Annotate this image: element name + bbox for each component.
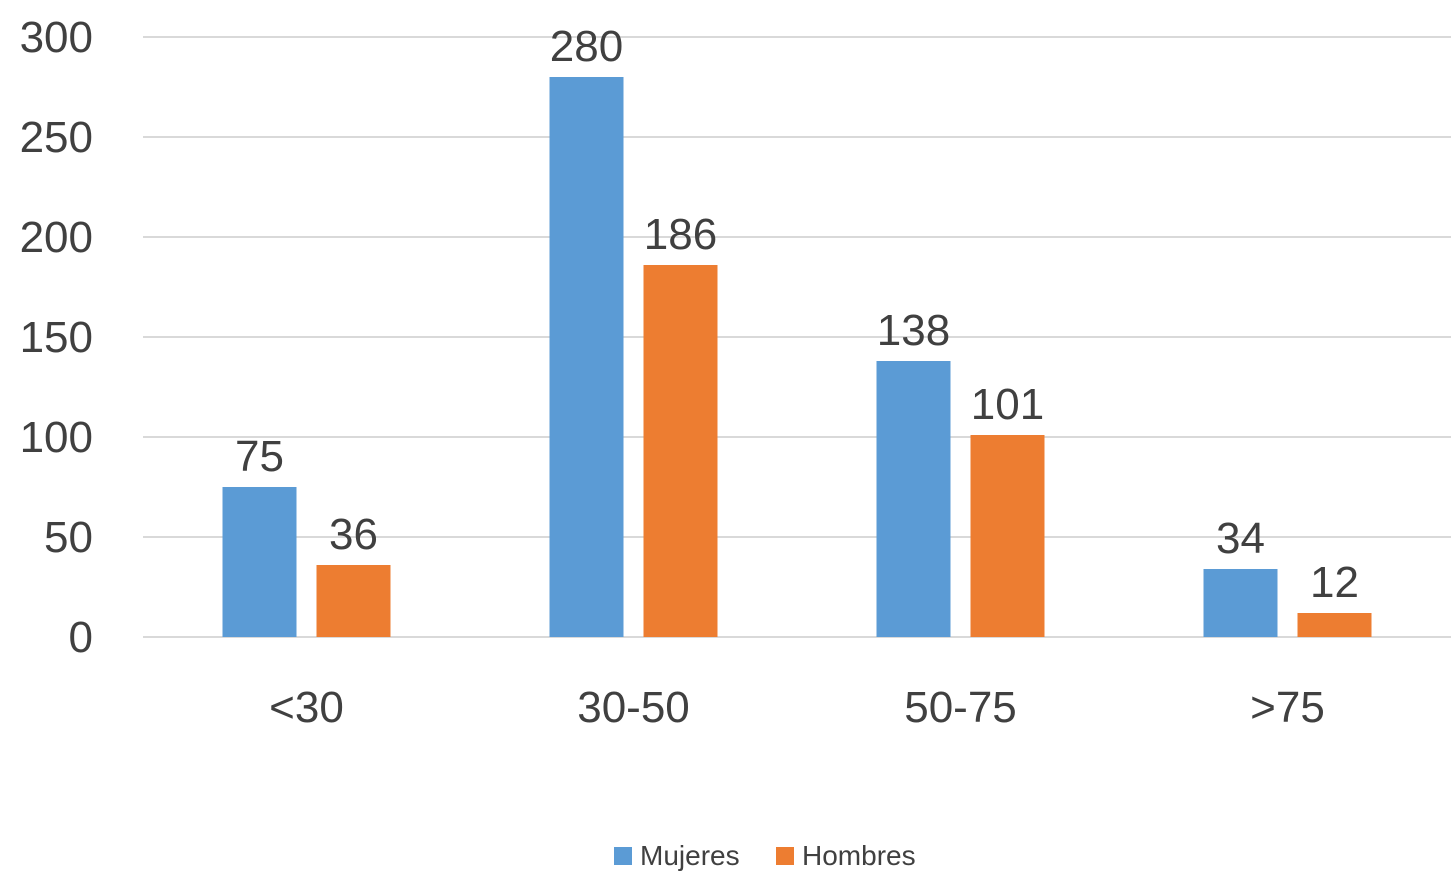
y-tick-label: 300 — [20, 13, 93, 62]
data-label-mujeres-1: 280 — [550, 22, 623, 71]
legend-swatch-mujeres — [614, 847, 632, 865]
data-label-hombres-3: 12 — [1310, 558, 1359, 607]
y-tick-label: 150 — [20, 313, 93, 362]
data-labels: 75 36 280 186 138 101 34 12 — [235, 22, 1359, 607]
bar-hombres-3 — [1297, 613, 1372, 637]
data-label-mujeres-0: 75 — [235, 432, 284, 481]
y-tick-label: 50 — [44, 513, 93, 562]
y-tick-label: 250 — [20, 113, 93, 162]
gridlines — [143, 36, 1451, 638]
legend: Mujeres Hombres — [614, 840, 916, 871]
y-axis: 0 50 100 150 200 250 300 — [20, 13, 93, 662]
bar-hombres-1 — [643, 265, 718, 637]
legend-swatch-hombres — [776, 847, 794, 865]
y-tick-label: 200 — [20, 213, 93, 262]
data-label-hombres-0: 36 — [329, 510, 378, 559]
bar-mujeres-2 — [876, 361, 951, 637]
y-tick-label: 100 — [20, 413, 93, 462]
x-tick-label: 30-50 — [577, 683, 690, 732]
bar-mujeres-0 — [222, 487, 297, 637]
data-label-hombres-1: 186 — [644, 210, 717, 259]
data-label-mujeres-3: 34 — [1216, 514, 1265, 563]
data-label-mujeres-2: 138 — [877, 306, 950, 355]
x-tick-label: 50-75 — [904, 683, 1017, 732]
x-axis: <30 30-50 50-75 >75 — [269, 683, 1325, 732]
bars — [222, 77, 1372, 637]
bar-hombres-0 — [316, 565, 391, 637]
x-tick-label: >75 — [1250, 683, 1325, 732]
y-tick-label: 0 — [69, 613, 93, 662]
bar-mujeres-3 — [1203, 569, 1278, 637]
bar-mujeres-1 — [549, 77, 624, 637]
legend-label-hombres: Hombres — [802, 840, 916, 871]
data-label-hombres-2: 101 — [971, 380, 1044, 429]
x-tick-label: <30 — [269, 683, 344, 732]
legend-label-mujeres: Mujeres — [640, 840, 740, 871]
bar-hombres-2 — [970, 435, 1045, 637]
